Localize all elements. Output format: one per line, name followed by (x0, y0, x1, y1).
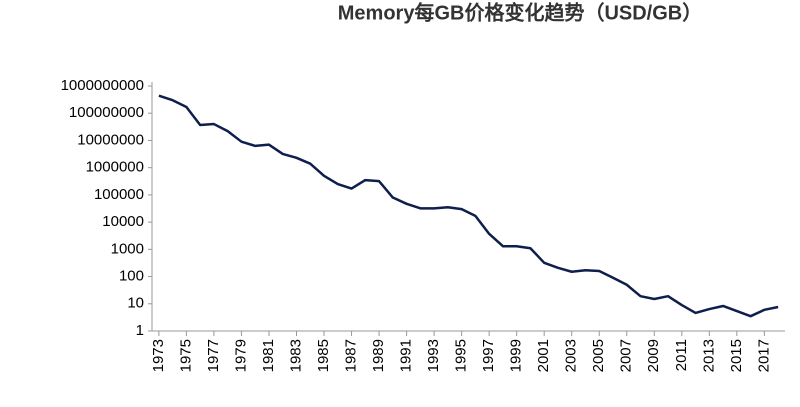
y-tick-label: 10000 (102, 213, 144, 230)
x-tick-label: 2015 (728, 339, 745, 372)
x-tick-label: 1995 (453, 339, 470, 372)
x-tick-label: 2013 (700, 339, 717, 372)
x-tick-label: 1987 (343, 339, 360, 372)
x-tick-label: 1991 (398, 339, 415, 372)
x-tick-label: 2009 (645, 339, 662, 372)
x-tick-label: 1975 (177, 339, 194, 372)
x-tick-label: 1985 (315, 339, 332, 372)
x-tick-label: 1993 (425, 339, 442, 372)
x-tick-label: 1973 (150, 339, 167, 372)
y-tick-label: 1000 (111, 240, 144, 257)
x-tick-label: 1999 (508, 339, 525, 372)
x-tick-label: 2001 (535, 339, 552, 372)
x-tick-label: 2003 (563, 339, 580, 372)
x-tick-label: 2011 (673, 339, 690, 371)
y-tick-label: 10 (127, 295, 144, 312)
x-tick-label: 1981 (260, 339, 277, 372)
y-tick-label: 10000000 (77, 131, 144, 148)
x-tick-label: 2007 (618, 339, 635, 372)
y-tick-label: 1000000000 (61, 77, 144, 94)
chart-title: Memory每GB价格变化趋势（USD/GB） (338, 0, 702, 24)
x-tick-label: 1989 (370, 339, 387, 372)
y-tick-label: 1000000 (86, 159, 144, 176)
y-tick-label: 1 (136, 322, 144, 339)
y-tick-label: 100000 (94, 186, 144, 203)
data-line (158, 94, 779, 318)
x-tick-label: 2017 (755, 339, 772, 372)
x-tick-label: 1997 (480, 339, 497, 372)
x-tick-label: 1979 (232, 339, 249, 372)
y-tick-label: 100 (119, 268, 144, 285)
x-tick-label: 1983 (287, 339, 304, 372)
x-tick-label: 2005 (590, 339, 607, 372)
x-tick-label: 1977 (205, 339, 222, 372)
y-tick-label: 100000000 (69, 104, 144, 121)
